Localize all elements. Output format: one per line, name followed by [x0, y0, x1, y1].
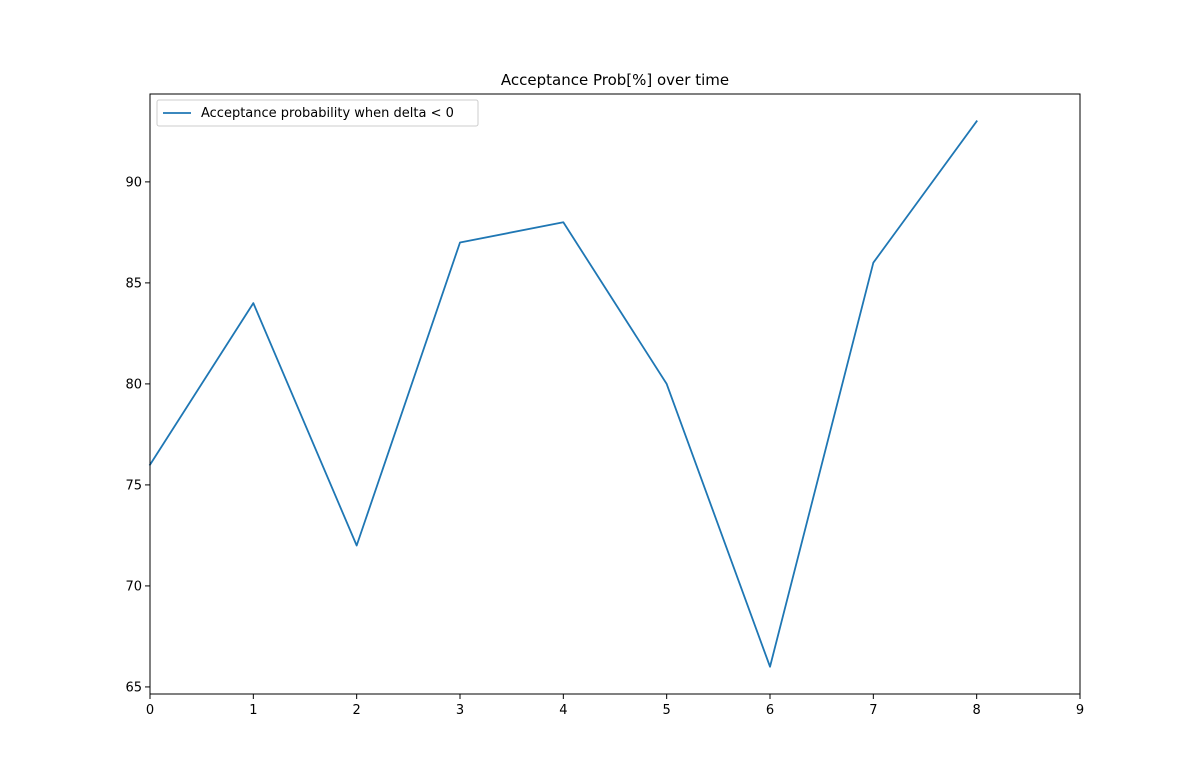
y-tick-label: 85 — [125, 276, 142, 291]
x-tick-label: 1 — [249, 703, 257, 718]
x-tick-label: 2 — [353, 703, 361, 718]
legend: Acceptance probability when delta < 0 — [156, 99, 479, 127]
plot-frame — [149, 93, 1081, 695]
series-line — [148, 120, 978, 668]
x-tick-label: 7 — [869, 703, 877, 718]
x-tick-label: 8 — [973, 703, 981, 718]
legend-box — [156, 99, 479, 127]
x-tick-label: 9 — [1076, 703, 1084, 718]
x-tick-label: 3 — [456, 703, 464, 718]
y-tick-label: 90 — [125, 175, 142, 190]
legend-label: Acceptance probability when delta < 0 — [201, 106, 454, 121]
y-tick-label: 80 — [125, 377, 142, 392]
x-tick-label: 4 — [559, 703, 567, 718]
x-tick-label: 0 — [146, 703, 154, 718]
x-tick-label: 6 — [766, 703, 774, 718]
chart-title: Acceptance Prob[%] over time — [501, 71, 729, 89]
y-tick-label: 65 — [125, 680, 142, 695]
y-tick-label: 70 — [125, 579, 142, 594]
y-tick-label: 75 — [125, 478, 142, 493]
x-tick-label: 5 — [663, 703, 671, 718]
